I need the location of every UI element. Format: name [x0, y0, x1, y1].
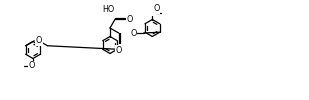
Text: O: O	[153, 4, 160, 13]
Text: O: O	[28, 62, 35, 70]
Text: O: O	[130, 28, 137, 38]
Text: O: O	[36, 36, 42, 45]
Text: O: O	[116, 46, 122, 55]
Text: HO: HO	[103, 5, 115, 14]
Text: O: O	[127, 15, 133, 24]
